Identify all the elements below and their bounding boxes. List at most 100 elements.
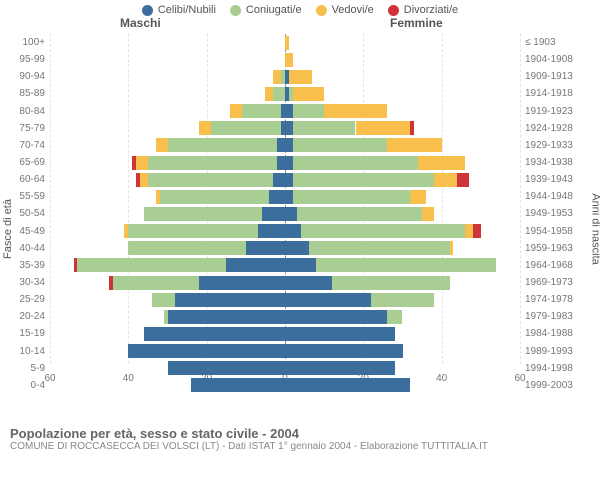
bar-segment-male <box>148 173 273 187</box>
bar-area <box>50 327 520 341</box>
bar-segment-female <box>293 87 324 101</box>
bar-segment-female <box>285 156 293 170</box>
bar-segment-male <box>148 156 277 170</box>
age-label: 0-4 <box>5 377 45 394</box>
legend-dot <box>316 5 327 16</box>
bar-segment-male <box>156 190 160 204</box>
legend-item: Coniugati/e <box>230 4 302 16</box>
bar-area <box>50 53 520 67</box>
bar-segment-female <box>465 224 473 238</box>
birth-year-label: 1919-1923 <box>525 103 595 120</box>
bar-segment-female <box>387 138 442 152</box>
bar-segment-female <box>285 207 297 221</box>
pyramid-row: 45-491954-1958 <box>50 223 520 240</box>
pyramid-row: 80-841919-1923 <box>50 103 520 120</box>
birth-year-label: 1994-1998 <box>525 360 595 377</box>
bar-segment-male <box>132 156 136 170</box>
population-pyramid-chart: Fasce di età Anni di nascita 02020404060… <box>0 34 600 424</box>
age-label: 10-14 <box>5 343 45 360</box>
age-label: 15-19 <box>5 325 45 342</box>
pyramid-row: 20-241979-1983 <box>50 308 520 325</box>
bar-segment-female <box>285 224 301 238</box>
bar-segment-male <box>128 241 246 255</box>
bar-area <box>50 190 520 204</box>
bar-segment-female <box>285 241 309 255</box>
bar-area <box>50 276 520 290</box>
bar-segment-female <box>293 104 324 118</box>
birth-year-label: 1974-1978 <box>525 291 595 308</box>
legend-label: Divorziati/e <box>404 4 458 16</box>
bar-area <box>50 173 520 187</box>
bar-area <box>50 36 520 50</box>
bar-segment-female <box>434 173 458 187</box>
female-header: Femmine <box>390 16 443 30</box>
age-label: 20-24 <box>5 308 45 325</box>
bar-segment-male <box>168 310 286 324</box>
pyramid-row: 60-641939-1943 <box>50 171 520 188</box>
bar-segment-female <box>387 310 403 324</box>
pyramid-row: 30-341969-1973 <box>50 274 520 291</box>
bar-segment-female <box>309 241 450 255</box>
bar-area <box>50 156 520 170</box>
pyramid-row: 90-941909-1913 <box>50 68 520 85</box>
bar-segment-female <box>285 138 293 152</box>
bar-segment-male <box>269 190 285 204</box>
bar-segment-male <box>136 156 148 170</box>
age-label: 5-9 <box>5 360 45 377</box>
bar-segment-male <box>242 104 281 118</box>
pyramid-row: 25-291974-1978 <box>50 291 520 308</box>
bar-segment-male <box>74 258 78 272</box>
bar-segment-female <box>285 293 371 307</box>
birth-year-label: 1904-1908 <box>525 51 595 68</box>
bar-area <box>50 70 520 84</box>
bar-segment-female <box>285 276 332 290</box>
bar-area <box>50 310 520 324</box>
birth-year-label: 1959-1963 <box>525 240 595 257</box>
bar-segment-female <box>285 361 395 375</box>
bar-segment-female <box>285 258 316 272</box>
age-label: 95-99 <box>5 51 45 68</box>
bar-segment-female <box>293 190 411 204</box>
plot-area: 0202040406060100+≤ 190395-991904-190890-… <box>50 34 520 394</box>
pyramid-row: 15-191984-1988 <box>50 325 520 342</box>
pyramid-row: 55-591944-1948 <box>50 188 520 205</box>
bar-segment-female <box>473 224 481 238</box>
bar-area <box>50 87 520 101</box>
bar-segment-female <box>422 207 434 221</box>
bar-segment-male <box>113 276 199 290</box>
legend-dot <box>230 5 241 16</box>
bar-area <box>50 104 520 118</box>
age-label: 35-39 <box>5 257 45 274</box>
bar-segment-male <box>191 378 285 392</box>
age-label: 100+ <box>5 34 45 51</box>
bar-segment-female <box>371 293 434 307</box>
gender-headers: Maschi Femmine <box>0 16 600 34</box>
birth-year-label: 1969-1973 <box>525 274 595 291</box>
bar-segment-female <box>297 207 422 221</box>
pyramid-row: 35-391964-1968 <box>50 257 520 274</box>
bar-segment-male <box>164 310 168 324</box>
birth-year-label: 1934-1938 <box>525 154 595 171</box>
chart-footer: Popolazione per età, sesso e stato civil… <box>0 424 600 452</box>
pyramid-row: 65-691934-1938 <box>50 154 520 171</box>
pyramid-row: 75-791924-1928 <box>50 120 520 137</box>
birth-year-label: 1949-1953 <box>525 205 595 222</box>
bar-segment-male <box>168 361 286 375</box>
age-label: 25-29 <box>5 291 45 308</box>
legend-label: Celibi/Nubili <box>158 4 216 16</box>
bar-segment-female <box>457 173 469 187</box>
birth-year-label: ≤ 1903 <box>525 34 595 51</box>
bar-segment-female <box>301 224 466 238</box>
bar-segment-male <box>211 121 282 135</box>
birth-year-label: 1929-1933 <box>525 137 595 154</box>
age-label: 50-54 <box>5 205 45 222</box>
legend-item: Vedovi/e <box>316 4 374 16</box>
bar-segment-female <box>316 258 496 272</box>
chart-title: Popolazione per età, sesso e stato civil… <box>10 426 590 441</box>
birth-year-label: 1999-2003 <box>525 377 595 394</box>
birth-year-label: 1984-1988 <box>525 325 595 342</box>
bar-segment-female <box>410 121 414 135</box>
bar-segment-female <box>285 190 293 204</box>
legend: Celibi/Nubili Coniugati/e Vedovi/e Divorzia… <box>0 0 600 16</box>
bar-segment-female <box>285 378 410 392</box>
